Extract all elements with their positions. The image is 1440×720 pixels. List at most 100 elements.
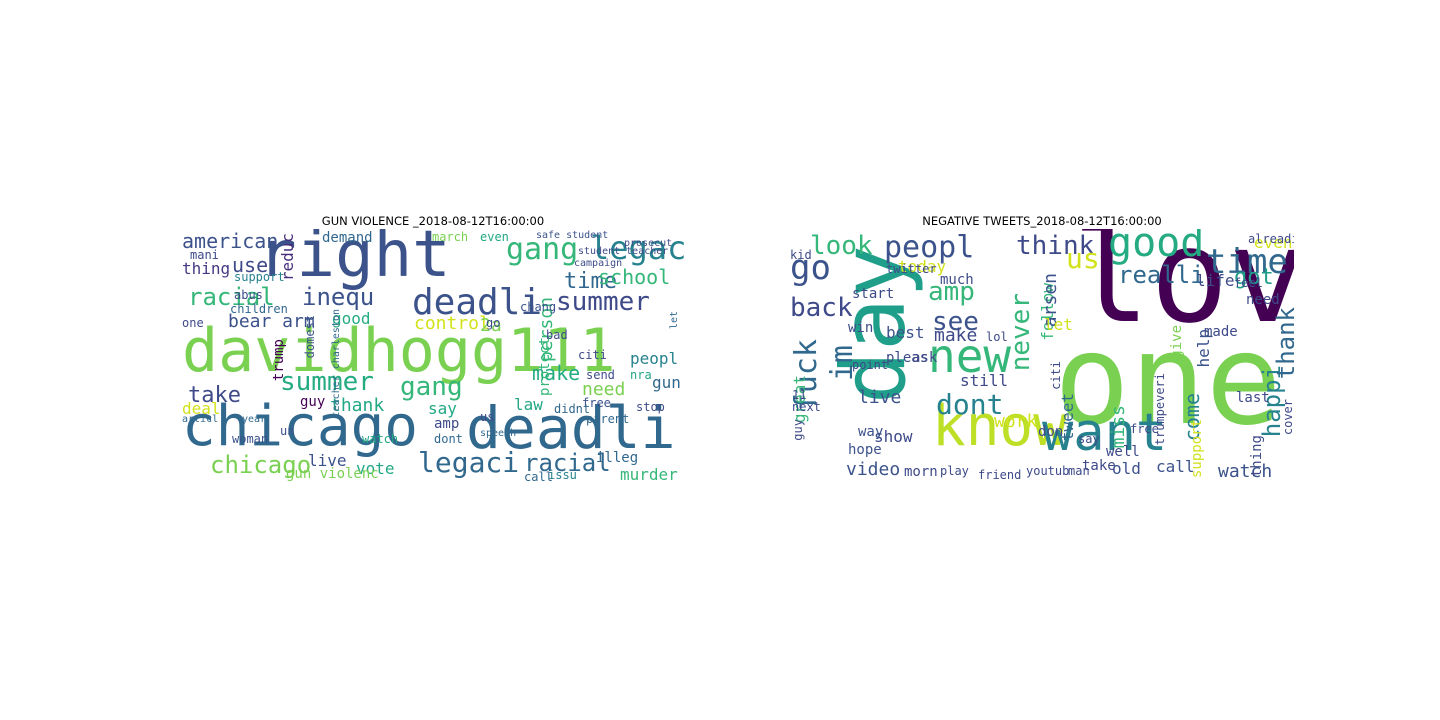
word-cloud-term: go (486, 316, 501, 330)
word-cloud-term: parent (586, 412, 630, 426)
word-cloud-term: guy (791, 419, 805, 441)
word-cloud-term: murder (620, 465, 678, 483)
word-cloud-term: alreadi (1248, 232, 1294, 246)
word-cloud-term: kid (790, 248, 812, 262)
word-cloud-term: say (1078, 432, 1100, 446)
word-cloud-term: miss (1108, 405, 1129, 449)
word-cloud-term: good (332, 309, 371, 328)
word-cloud-term: gun (652, 373, 681, 392)
word-cloud-term: well (1106, 444, 1140, 460)
word-cloud-term: live (308, 451, 347, 470)
word-cloud-term: point (852, 358, 889, 372)
word-cloud-term: one (182, 316, 204, 330)
word-cloud-term: video (846, 459, 901, 480)
word-cloud-term: make (532, 361, 581, 385)
word-cloud-term: legaci (590, 229, 686, 267)
word-cloud-term: new (928, 329, 1012, 383)
word-cloud-term: school (598, 265, 671, 289)
word-cloud-term: look (810, 231, 873, 261)
word-cloud-term: need (1246, 292, 1280, 308)
word-cloud-term: peopl (630, 349, 679, 368)
word-cloud-term: us (480, 410, 495, 424)
word-cloud-term: law (514, 395, 543, 414)
word-cloud-term: free (1130, 422, 1159, 436)
word-cloud-term: say (428, 399, 457, 418)
word-cloud-term: thing (1249, 435, 1265, 478)
word-cloud-term: realli (1118, 261, 1205, 289)
word-cloud-term: last (1236, 390, 1270, 406)
word-cloud-term: today (898, 257, 947, 276)
word-cloud-term: need (582, 379, 626, 400)
word-cloud-term: inequ (302, 283, 375, 311)
word-cloud-term: gang (400, 372, 463, 402)
word-cloud-term: demand (322, 230, 373, 246)
word-cloud-term: un (280, 424, 295, 438)
word-cloud-term: speech (480, 428, 517, 439)
word-cloud-term: best (886, 323, 925, 342)
word-cloud-term: life (1196, 271, 1235, 290)
word-cloud-term: deadli (466, 394, 676, 462)
word-cloud-term: guy (300, 394, 326, 410)
word-cloud-term: 11 (792, 388, 807, 402)
word-cloud-term: american (182, 229, 279, 253)
word-cloud-term: feel (1234, 276, 1263, 290)
word-cloud-term: dont (936, 388, 1004, 421)
wordcloud-canvas: loveonedayknowwantnewgoodtimepeoplgolook… (788, 229, 1294, 482)
word-cloud-term: bad (546, 328, 568, 342)
word-cloud-term: issu (548, 468, 577, 482)
word-cloud-term: good (1108, 229, 1205, 266)
word-cloud-term: racial (524, 449, 611, 477)
word-cloud-term: nra (630, 368, 652, 382)
word-cloud-term: one (1054, 306, 1282, 453)
word-cloud-term: got (1234, 265, 1274, 290)
word-cloud-term: let (1044, 315, 1073, 334)
word-cloud-term: support (1189, 419, 1205, 479)
word-cloud-term: trump (271, 339, 287, 382)
word-cloud-term: right (258, 229, 451, 292)
word-cloud-term: win (848, 320, 874, 336)
word-cloud-term: old (1112, 459, 1141, 478)
word-cloud-term: never (1006, 293, 1036, 372)
word-cloud-term: deal (182, 399, 221, 418)
word-cloud-term: even (480, 230, 509, 244)
word-cloud-term: back (790, 293, 853, 323)
word-cloud-term: gang (506, 232, 579, 267)
wordcloud-canvas: davidhogg111 right chicago deadli deadli summ… (180, 229, 686, 482)
word-cloud-term: citi (1049, 361, 1063, 390)
word-cloud-term: watch (1218, 461, 1273, 482)
word-cloud-term: chicago (182, 394, 419, 459)
word-cloud-term: 2a (480, 315, 502, 336)
word-cloud-term: call (1156, 457, 1195, 476)
word-cloud-term: chicago (210, 451, 312, 479)
word-cloud-term: legaci (418, 446, 520, 479)
word-cloud-term: help (1194, 329, 1213, 368)
word-cloud-term: us (1066, 242, 1100, 275)
word-cloud-term: pleas (886, 350, 929, 366)
word-cloud-term: thank (330, 395, 385, 416)
word-cloud-term: campaign (574, 258, 623, 269)
word-cloud-term: time (1206, 242, 1288, 282)
word-cloud-term: domest (303, 315, 317, 359)
word-cloud-term: much (940, 272, 974, 288)
word-cloud-term: protect (537, 337, 553, 397)
word-cloud-term: march (432, 230, 469, 244)
word-cloud-term: friend (978, 468, 1022, 482)
word-cloud-term: lol (986, 330, 1008, 344)
word-cloud-term: amp (434, 416, 460, 432)
word-cloud-term: start (852, 286, 895, 302)
word-cloud-term: take (1082, 458, 1116, 474)
word-cloud-term: citi (578, 348, 607, 362)
word-cloud-term: call (524, 470, 553, 482)
word-cloud-term: know (932, 394, 1067, 459)
word-cloud-term: summer (280, 367, 374, 397)
word-cloud-term: go (790, 248, 831, 288)
word-cloud-term: don (1038, 424, 1064, 440)
word-cloud-term: show (874, 427, 913, 446)
word-cloud-term: make (934, 325, 978, 346)
word-cloud-term: free (582, 396, 611, 410)
word-cloud-term: illeg (596, 450, 639, 466)
word-cloud-term: man (1068, 464, 1090, 478)
word-cloud-term: still (960, 371, 1009, 390)
word-cloud-term: next (792, 400, 821, 414)
word-cloud-term: year (242, 414, 267, 425)
